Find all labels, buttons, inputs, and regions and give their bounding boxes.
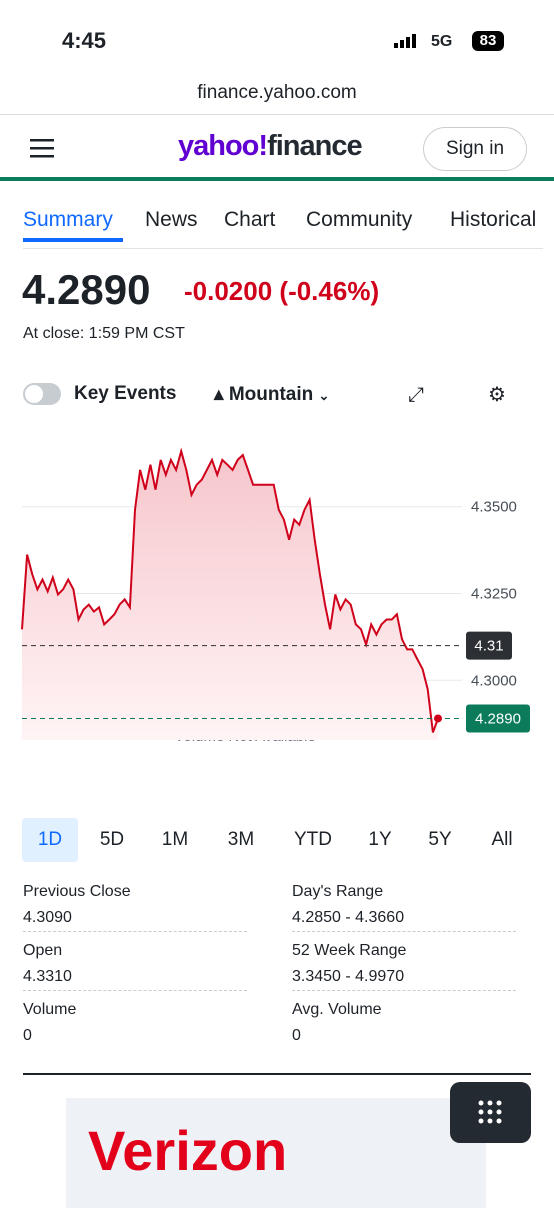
- menu-button[interactable]: [30, 138, 54, 158]
- sign-in-button[interactable]: Sign in: [423, 127, 527, 171]
- ad-banner[interactable]: Verizon: [66, 1098, 486, 1208]
- divider: [23, 1073, 531, 1075]
- y-tick-label: 4.3250: [471, 586, 517, 603]
- area-fill: [22, 451, 438, 740]
- signal-icon: [394, 34, 422, 48]
- stat-label: Previous Close: [23, 883, 131, 900]
- stat-label: Avg. Volume: [292, 1001, 382, 1018]
- stat-label: Volume: [23, 1001, 77, 1018]
- tab[interactable]: News: [145, 208, 198, 231]
- stat-divider: [292, 990, 516, 991]
- stat-divider: [23, 990, 247, 991]
- reference-label-box: [466, 704, 530, 733]
- stat-label: 52 Week Range: [292, 942, 407, 959]
- reference-label: 4.2890: [475, 710, 521, 727]
- range-button[interactable]: 1M: [161, 829, 189, 850]
- range-button[interactable]: YTD: [294, 829, 332, 850]
- chart-type: Mountain: [228, 384, 314, 405]
- expand-button[interactable]: ⤢: [408, 384, 424, 406]
- price-line: [21, 447, 439, 733]
- battery: 83: [472, 31, 504, 51]
- logo-product: finance: [267, 130, 363, 162]
- reference-label: 4.31: [474, 638, 503, 655]
- apps-button[interactable]: [450, 1082, 531, 1143]
- range-button[interactable]: All: [491, 829, 513, 850]
- y-tick-label: 4.3500: [471, 499, 517, 516]
- logo-brand: yahoo!: [178, 130, 268, 162]
- price: 4.2890: [22, 266, 151, 313]
- y-tick-label: 4.3000: [471, 672, 517, 689]
- range-button[interactable]: 5Y: [428, 829, 452, 850]
- tab[interactable]: Historical: [450, 208, 537, 231]
- stat-value: 4.2850 - 4.3660: [292, 909, 405, 926]
- stat-value: 0: [292, 1027, 301, 1044]
- stat-value: 4.3310: [23, 968, 72, 985]
- last-point: [434, 714, 442, 723]
- ad-text: Verizon: [88, 1119, 288, 1182]
- reference-label-box: [466, 631, 512, 660]
- network: 5G: [431, 33, 453, 50]
- range-button[interactable]: 1D: [22, 818, 78, 862]
- stat-value: 4.3090: [23, 909, 72, 926]
- header-rule: [0, 177, 554, 181]
- tab[interactable]: Chart: [224, 208, 276, 231]
- range-button[interactable]: 5D: [99, 829, 125, 850]
- divider: [0, 114, 554, 115]
- chart: Volume Not Available 4.35004.32504.30004…: [21, 447, 530, 745]
- logo[interactable]: yahoo!finance: [178, 130, 363, 163]
- time: 4:45: [62, 28, 107, 53]
- range-button[interactable]: 3M: [227, 829, 255, 850]
- stat-divider: [292, 931, 516, 932]
- tab[interactable]: Community: [306, 208, 413, 231]
- stat-label: Day's Range: [292, 883, 384, 900]
- key-events-toggle[interactable]: [23, 383, 61, 405]
- range-button[interactable]: 1Y: [368, 829, 392, 850]
- close-time: At close: 1:59 PM CST: [23, 325, 185, 342]
- stat-label: Open: [23, 942, 63, 959]
- divider: [23, 248, 543, 249]
- stat-value: 3.3450 - 4.9970: [292, 968, 405, 985]
- stat-value: 0: [23, 1027, 32, 1044]
- price-change: -0.0200 (-0.46%): [184, 276, 380, 306]
- active-tab-indicator: [23, 238, 123, 242]
- tab[interactable]: Summary: [23, 208, 113, 231]
- chart-type-select[interactable]: ▴ Mountain ⌄: [214, 384, 330, 405]
- key-events-label: Key Events: [74, 383, 177, 404]
- stat-divider: [23, 931, 247, 932]
- url[interactable]: finance.yahoo.com: [197, 82, 357, 103]
- settings-button[interactable]: ⚙: [488, 384, 506, 406]
